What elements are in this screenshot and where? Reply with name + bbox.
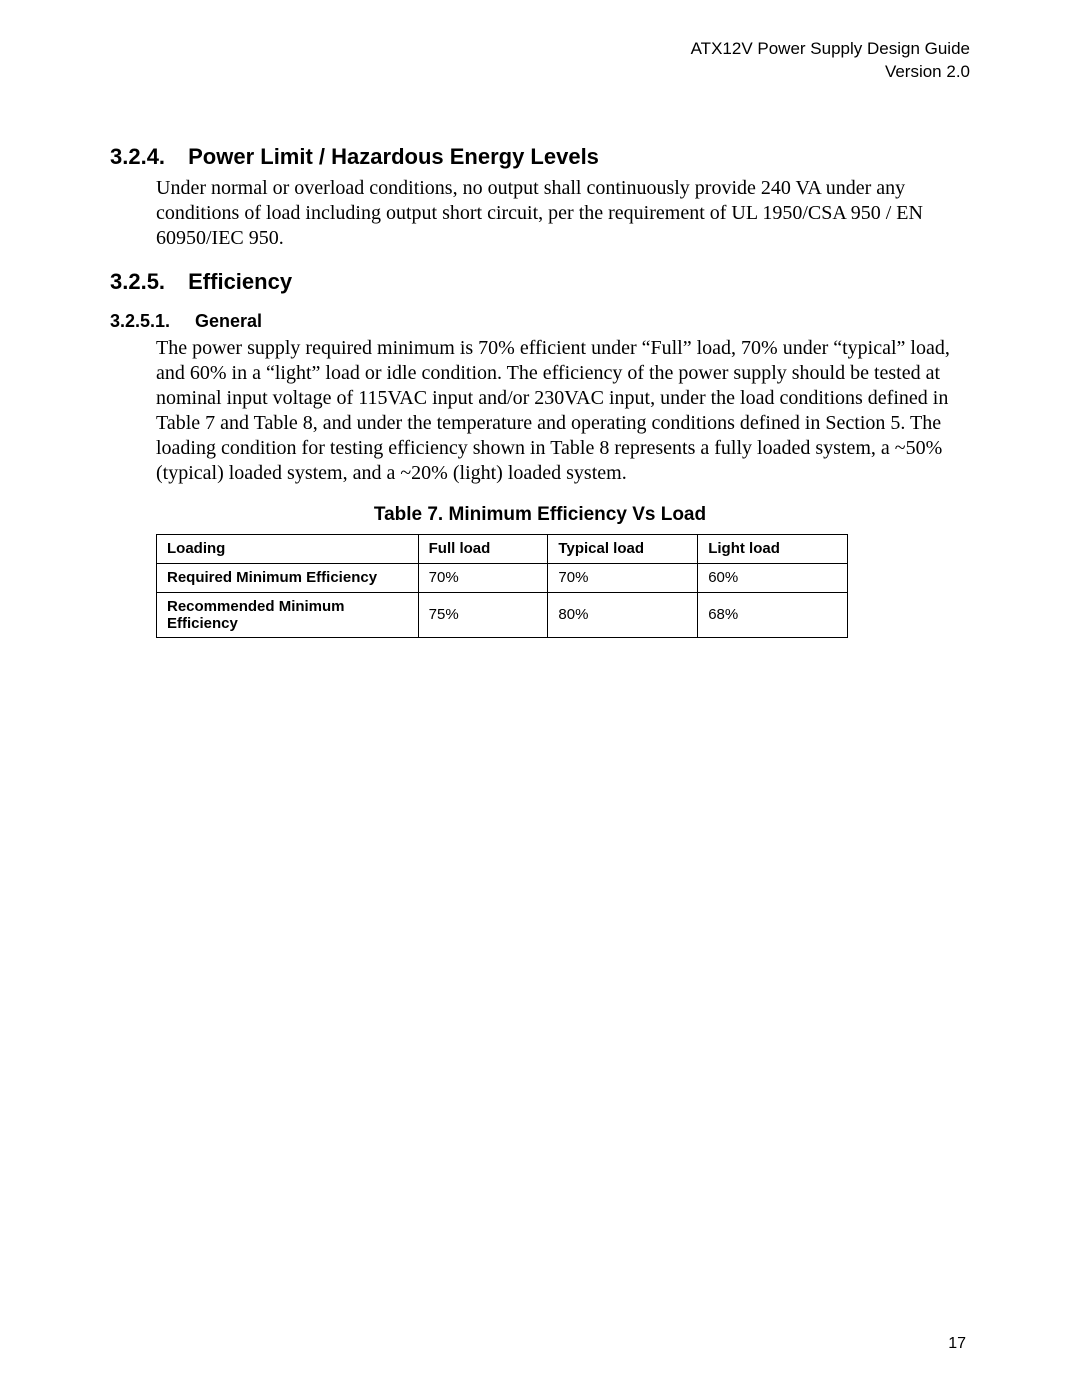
table-cell: 80% [548, 592, 698, 637]
table-row: Recommended Minimum Efficiency 75% 80% 6… [157, 592, 848, 637]
heading-title: Power Limit / Hazardous Energy Levels [188, 144, 599, 169]
table-header-cell: Light load [698, 534, 848, 563]
heading-number: 3.2.5.1. [110, 311, 190, 332]
table-header-row: Loading Full load Typical load Light loa… [157, 534, 848, 563]
table-cell: 60% [698, 563, 848, 592]
table7: Loading Full load Typical load Light loa… [156, 534, 848, 638]
table-cell: 70% [548, 563, 698, 592]
heading-title: General [195, 311, 262, 331]
table-cell: 75% [418, 592, 548, 637]
running-header: ATX12V Power Supply Design Guide Version… [110, 38, 970, 84]
body-3-2-5-1: The power supply required minimum is 70%… [156, 336, 970, 486]
heading-number: 3.2.5. [110, 269, 182, 295]
table-cell: 68% [698, 592, 848, 637]
page-number: 17 [948, 1335, 966, 1353]
table-row-label: Required Minimum Efficiency [157, 563, 419, 592]
heading-3-2-4: 3.2.4. Power Limit / Hazardous Energy Le… [110, 144, 970, 170]
table-header-cell: Full load [418, 534, 548, 563]
table-header-cell: Typical load [548, 534, 698, 563]
table-row: Required Minimum Efficiency 70% 70% 60% [157, 563, 848, 592]
table-header-cell: Loading [157, 534, 419, 563]
header-line-1: ATX12V Power Supply Design Guide [110, 38, 970, 61]
table-cell: 70% [418, 563, 548, 592]
heading-3-2-5: 3.2.5. Efficiency [110, 269, 970, 295]
header-line-2: Version 2.0 [110, 61, 970, 84]
body-3-2-4: Under normal or overload conditions, no … [156, 176, 970, 251]
heading-title: Efficiency [188, 269, 292, 294]
table-row-label: Recommended Minimum Efficiency [157, 592, 419, 637]
heading-number: 3.2.4. [110, 144, 182, 170]
table7-caption: Table 7. Minimum Efficiency Vs Load [110, 504, 970, 526]
heading-3-2-5-1: 3.2.5.1. General [110, 311, 970, 332]
